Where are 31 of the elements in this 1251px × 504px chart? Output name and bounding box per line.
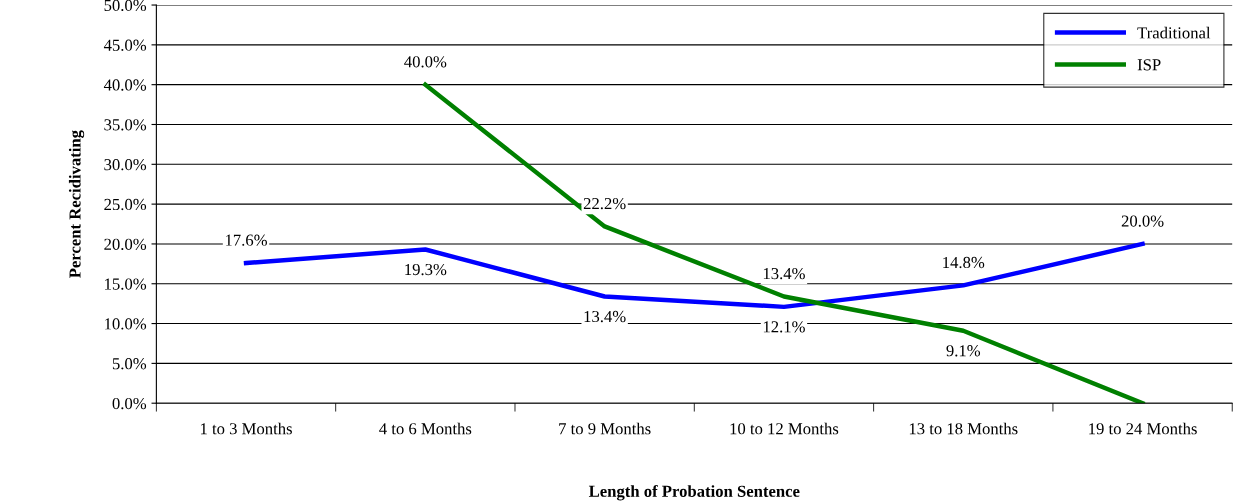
data-label: 19.3% (405, 263, 447, 276)
legend-label: ISP (1137, 59, 1161, 71)
y-tick-label: 40.0% (103, 79, 147, 91)
y-tick-label: 45.0% (103, 39, 147, 51)
legend-label: Traditional (1137, 26, 1211, 39)
data-label: 40.0% (404, 56, 447, 68)
y-tick-label: 20.0% (104, 238, 147, 250)
x-tick-label: 13 to 18 Months (909, 422, 1018, 435)
data-label: 20.0% (1121, 215, 1164, 227)
x-tick-label: 1 to 3 Months (200, 422, 292, 435)
y-tick-label: 0.0% (112, 397, 147, 410)
data-label: 12.1% (763, 321, 805, 333)
y-tick-label: 15.0% (105, 278, 147, 290)
y-tick-label: 10.0% (105, 318, 147, 330)
data-label: 13.4% (584, 310, 626, 323)
data-label: 17.6% (225, 234, 267, 246)
y-tick-label: 50.0% (104, 0, 147, 12)
y-tick-label: 5.0% (112, 358, 147, 370)
data-label: 13.4% (763, 267, 805, 280)
data-label: 14.8% (943, 256, 985, 269)
x-tick-label: 7 to 9 Months (559, 422, 651, 435)
x-tick-label: 10 to 12 Months (730, 422, 839, 435)
data-label: 9.1% (946, 345, 981, 357)
x-tick-label: 4 to 6 Months (379, 422, 472, 435)
y-tick-label: 35.0% (104, 119, 147, 131)
data-label: 22.2% (583, 197, 626, 210)
y-tick-label: 30.0% (104, 159, 147, 171)
y-axis-title: Percent Recidivating (68, 130, 85, 278)
y-tick-label: 25.0% (104, 198, 147, 211)
x-tick-label: 19 to 24 Months (1089, 422, 1197, 435)
x-axis-title: Length of Probation Sentence (588, 484, 800, 501)
